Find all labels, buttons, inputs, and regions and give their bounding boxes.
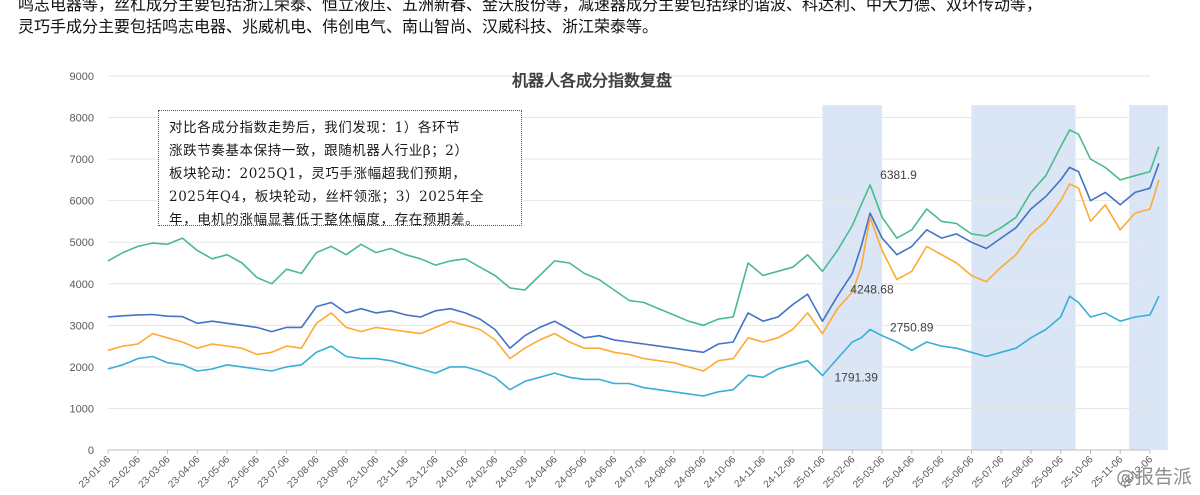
- intro-text: 鸣志电器等，丝杠成分主要包括浙江荣泰、恒立液压、五洲新春、金沃股份等，减速器成分…: [18, 0, 1190, 38]
- series-line-cyan: [107, 295, 1160, 397]
- data-label: 2750.89: [890, 321, 934, 335]
- series-line-green: [107, 129, 1160, 327]
- y-tick-label: 9000: [70, 71, 94, 83]
- y-tick-label: 0: [88, 445, 94, 457]
- y-tick-label: 8000: [70, 113, 94, 125]
- chart-title: 机器人各成分指数复盘: [512, 71, 672, 90]
- annotation-line-1: 对比各成分指数走势后，我们发现：1）各环节: [169, 120, 461, 136]
- x-tick-label: 25-10-06: [1059, 454, 1095, 490]
- annotation-line-3: 板块轮动：2025Q1，灵巧手涨幅超我们预期，: [169, 166, 467, 182]
- annotation-line-2: 涨跌节奏基本保持一致，跟随机器人行业β；2）: [169, 143, 469, 159]
- annotation-box: 对比各成分指数走势后，我们发现：1）各环节 涨跌节奏基本保持一致，跟随机器人行业…: [158, 110, 522, 228]
- shaded-period-3: [1129, 105, 1168, 450]
- y-tick-label: 7000: [70, 154, 94, 166]
- x-tick-label: 23-10-06: [345, 454, 381, 490]
- data-label: 1791.39: [835, 371, 879, 385]
- annotation-line-4: 2025年Q4，板块轮动，丝杆领涨；3）2025年全: [169, 189, 485, 205]
- x-tick-label: 24-10-06: [702, 454, 738, 490]
- intro-line-2: 灵巧手成分主要包括鸣志电器、兆威机电、伟创电气、南山智尚、汉威科技、浙江荣泰等。: [18, 17, 659, 36]
- intro-line-1: 鸣志电器等，丝杠成分主要包括浙江荣泰、恒立液压、五洲新春、金沃股份等，减速器成分…: [18, 0, 1043, 14]
- y-tick-label: 3000: [70, 320, 94, 332]
- data-label: 6381.9: [880, 168, 917, 182]
- data-label: 4248.68: [850, 282, 894, 296]
- y-tick-label: 6000: [70, 196, 94, 208]
- shaded-period-1: [822, 105, 883, 450]
- series-line-orange: [107, 179, 1160, 372]
- y-tick-label: 5000: [70, 237, 94, 249]
- y-tick-label: 4000: [70, 279, 94, 291]
- shaded-period-2: [971, 105, 1076, 450]
- series-line-blue: [107, 163, 1160, 354]
- watermark: @报告派: [1115, 466, 1192, 488]
- y-tick-label: 1000: [70, 403, 94, 415]
- y-tick-label: 2000: [70, 362, 94, 374]
- annotation-line-5: 年，电机的涨幅显著低于整体幅度，存在预期差。: [169, 212, 480, 228]
